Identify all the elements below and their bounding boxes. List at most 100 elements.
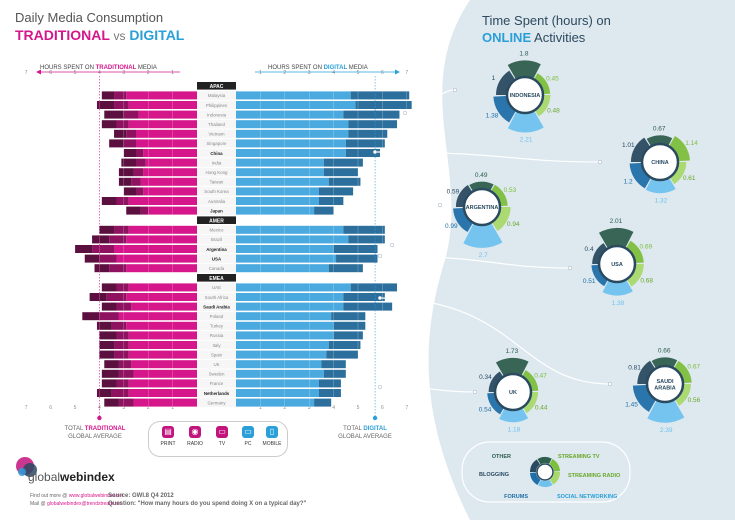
country-label-netherlands: Netherlands <box>204 391 230 396</box>
donut-argentina-value-1: 0.53 <box>504 187 517 194</box>
bar-print-italy <box>99 341 115 349</box>
donut-saudi-arabia-label-1: ARABIA <box>654 385 675 391</box>
bar-pc-australia <box>236 197 319 205</box>
donut-argentina-seg-forums <box>453 207 473 233</box>
bar-pc-philippines <box>236 101 356 109</box>
donut-usa-value-1: 0.69 <box>640 244 653 251</box>
country-label-bg-indonesia <box>197 110 236 119</box>
donut-china-seg-forums <box>629 162 651 189</box>
online-title-rest: Activities <box>531 30 586 45</box>
bar-pc-uae <box>236 283 351 292</box>
country-label-bg-thailand <box>197 119 236 129</box>
bar-radio-uk <box>118 360 132 369</box>
leader-start-dot-5 <box>377 295 383 301</box>
donut-uk-value-0: 1.73 <box>506 348 519 355</box>
bar-pc-uk <box>236 360 322 369</box>
donut-argentina-seg-social-networking <box>463 223 503 248</box>
donut-usa-seg-social-networking <box>602 280 633 296</box>
bar-pc-malaysia <box>236 91 351 100</box>
bar-tv-south-korea <box>143 187 197 196</box>
bar-print-china <box>123 149 136 157</box>
donut-indonesia-seg-streaming-radio <box>535 95 551 117</box>
country-label-bg-japan <box>197 206 236 215</box>
bar-pc-taiwan <box>236 177 329 186</box>
country-label-bg-china <box>197 148 236 158</box>
bar-mobile-vietnam <box>348 129 388 138</box>
bar-radio-canada <box>109 264 127 273</box>
footer-source: Source: GWI.8 Q4 2012 <box>108 493 174 499</box>
donut-usa-center <box>597 244 637 284</box>
legend-pc-label: PC <box>244 441 252 447</box>
bar-pc-japan <box>236 206 315 215</box>
bar-print-malaysia <box>101 91 115 100</box>
bar-radio-france <box>116 379 129 388</box>
online-title-accent: ONLINE <box>482 30 532 45</box>
bar-radio-germany <box>118 398 134 407</box>
donut-argentina-seg-streaming-radio <box>492 207 511 232</box>
country-label-brazil: Brazil <box>211 237 222 242</box>
bar-tv-russia <box>128 331 197 340</box>
donut-china-seg-other <box>646 135 673 146</box>
donut-indonesia-seg-streaming-tv <box>534 73 551 95</box>
dig-tick-top-5: 5 <box>357 70 360 76</box>
bar-mobile-south-africa <box>343 293 385 301</box>
region-label-amer: AMER <box>209 219 224 225</box>
donut-usa-value-5: 0.4 <box>585 246 594 253</box>
donut-usa-value-0: 2.01 <box>610 218 623 225</box>
bar-mobile-brazil <box>348 235 385 244</box>
activity-legend-label-5: SOCIAL NETWORKING <box>557 494 617 500</box>
bar-print-argentina <box>75 245 93 253</box>
country-label-bg-hong-kong <box>197 167 236 177</box>
donut-argentina-value-5: 0.59 <box>447 188 460 195</box>
donut-uk-seg-blogging <box>488 371 503 392</box>
donut-saudi-arabia-value-4: 1.45 <box>625 402 638 409</box>
find-link[interactable]: www.globalwebindex.net <box>68 493 124 499</box>
leader-line-1 <box>374 151 601 163</box>
country-label-bg-turkey <box>197 321 236 331</box>
legend-radio: ◉ RADIO <box>182 426 208 447</box>
donut-indonesia-value-3: 2.21 <box>520 137 533 144</box>
bar-pc-mexico <box>236 225 344 234</box>
digital-average-marker <box>372 415 378 421</box>
region-header-apac <box>197 82 236 90</box>
donut-indonesia-value-2: 0.48 <box>547 108 560 115</box>
donut-saudi-arabia-center <box>645 364 685 404</box>
source-label: Source: <box>108 493 131 499</box>
bar-tv-spain <box>128 350 197 359</box>
question-value: "How many hours do you spend doing X on … <box>137 501 307 507</box>
bar-radio-italy <box>114 341 129 349</box>
traditional-average-marker <box>97 415 102 421</box>
bar-mobile-uae <box>350 283 398 292</box>
donut-china-seg-social-networking <box>645 178 676 194</box>
bar-mobile-saudi-arabia <box>343 302 393 311</box>
bar-pc-singapore <box>236 139 346 148</box>
country-label-bg-singapore <box>197 139 236 148</box>
bar-radio-brazil <box>109 235 127 244</box>
bar-radio-poland <box>99 312 119 321</box>
bar-radio-vietnam <box>126 129 136 138</box>
traditional-axis-prefix: HOURS SPENT ON <box>40 65 96 71</box>
country-label-uk: UK <box>213 362 219 367</box>
mail-link[interactable]: globalwebindex@trendstream.net <box>47 501 122 507</box>
country-label-singapore: Singapore <box>206 141 227 146</box>
trad-avg-suffix: GLOBAL AVERAGE <box>68 434 122 440</box>
activity-legend-label-3: STREAMING TV <box>558 454 600 460</box>
country-label-philippines: Philippines <box>206 103 228 108</box>
bar-print-sweden <box>101 369 119 378</box>
region-header-emea <box>197 274 236 282</box>
bar-tv-germany <box>133 398 197 407</box>
trad-tick-top-1: 1 <box>171 70 174 76</box>
donut-saudi-arabia-seg-streaming-tv <box>674 360 692 384</box>
country-label-germany: Germany <box>207 400 226 405</box>
legend-print: ▤ PRINT <box>155 426 181 447</box>
bar-tv-france <box>128 379 197 388</box>
dig-avg-prefix: TOTAL <box>343 426 364 432</box>
mail-prefix: Mail @ <box>30 501 48 507</box>
trad-tick-bottom-3: 3 <box>122 405 125 411</box>
bar-radio-thailand <box>116 120 129 129</box>
country-label-malaysia: Malaysia <box>208 93 226 98</box>
bar-tv-hong-kong <box>143 168 197 177</box>
bar-radio-taiwan <box>131 177 141 186</box>
